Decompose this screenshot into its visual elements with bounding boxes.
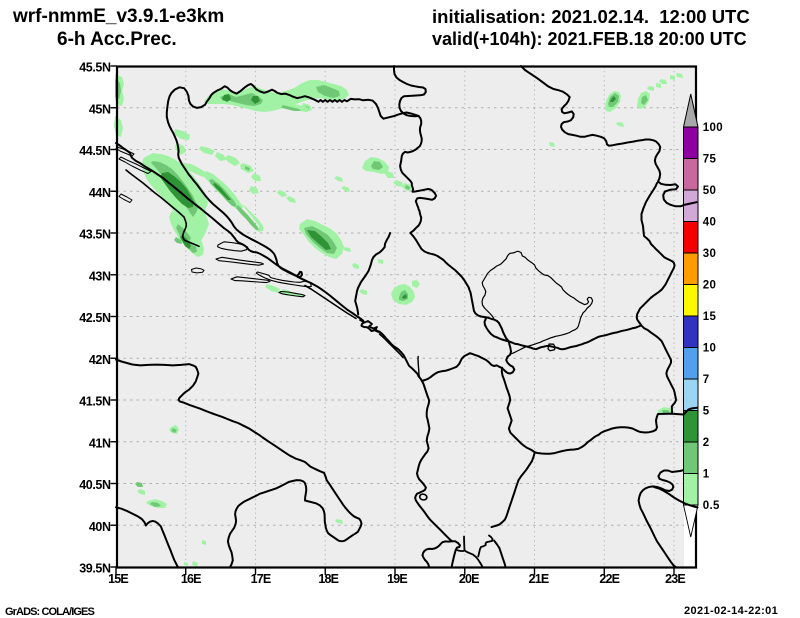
svg-text:2: 2 <box>703 437 710 449</box>
svg-text:22E: 22E <box>599 572 619 586</box>
svg-text:19E: 19E <box>387 572 407 586</box>
svg-text:45N: 45N <box>89 102 111 116</box>
svg-text:42.5N: 42.5N <box>79 311 111 325</box>
svg-text:43N: 43N <box>89 269 111 283</box>
svg-text:1: 1 <box>703 469 710 481</box>
svg-text:45.5N: 45.5N <box>79 61 111 75</box>
svg-text:10: 10 <box>703 343 716 355</box>
svg-text:43.5N: 43.5N <box>79 228 111 242</box>
svg-text:0.5: 0.5 <box>703 500 720 512</box>
svg-text:50: 50 <box>703 185 716 197</box>
svg-text:42N: 42N <box>89 353 111 367</box>
svg-text:40.5N: 40.5N <box>79 478 111 492</box>
svg-text:5: 5 <box>703 406 710 418</box>
svg-text:16E: 16E <box>181 572 201 586</box>
svg-text:21E: 21E <box>529 572 549 586</box>
svg-text:44N: 44N <box>89 186 111 200</box>
svg-text:100: 100 <box>703 122 723 134</box>
svg-text:44.5N: 44.5N <box>79 144 111 158</box>
svg-text:30: 30 <box>703 248 716 260</box>
svg-text:23E: 23E <box>665 572 685 586</box>
svg-text:7: 7 <box>703 374 710 386</box>
svg-text:39.5N: 39.5N <box>79 562 111 576</box>
svg-text:18E: 18E <box>318 572 338 586</box>
svg-text:40N: 40N <box>89 520 111 534</box>
svg-text:41N: 41N <box>89 436 111 450</box>
svg-text:20: 20 <box>703 280 716 292</box>
svg-text:17E: 17E <box>251 572 271 586</box>
svg-text:15: 15 <box>703 311 717 323</box>
svg-text:40: 40 <box>703 217 716 229</box>
svg-text:15E: 15E <box>108 572 128 586</box>
svg-text:75: 75 <box>703 154 717 166</box>
svg-text:41.5N: 41.5N <box>79 395 111 409</box>
svg-text:20E: 20E <box>459 572 479 586</box>
